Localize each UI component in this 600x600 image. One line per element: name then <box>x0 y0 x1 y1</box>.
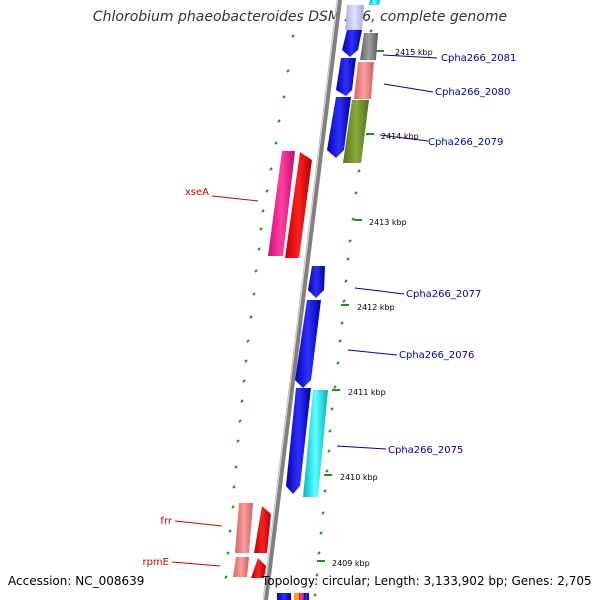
gene-label-frr[interactable]: frr <box>160 516 172 527</box>
topology-text: Topology: circular; Length: 3,133,902 bp… <box>262 574 592 588</box>
gene-arrow-xseA-pink[interactable] <box>268 151 295 256</box>
gene-label-xseA[interactable]: xseA <box>185 187 209 198</box>
map-title: Chlorobium phaeobacteroides DSM 266, com… <box>92 9 508 25</box>
gene-arrow-2075-cyan[interactable] <box>303 390 328 497</box>
gene-arrow-2081-lavender[interactable] <box>345 5 364 30</box>
kbp-major-ticks <box>317 50 384 562</box>
gene-block-bottom-orange <box>294 593 299 600</box>
gene-label-cpha266-2076[interactable]: Cpha266_2076 <box>399 350 474 361</box>
gene-arrow-2081-gray[interactable] <box>360 33 378 60</box>
kbp-label-2409: 2409 kbp <box>332 559 370 568</box>
gene-label-cpha266-2081[interactable]: Cpha266_2081 <box>441 53 516 64</box>
genome-backbone <box>264 0 342 600</box>
gene-label-cpha266-2077[interactable]: Cpha266_2077 <box>406 289 481 300</box>
gene-block-bottom-blue <box>277 593 291 600</box>
gene-label-cpha266-2075[interactable]: Cpha266_2075 <box>388 445 463 456</box>
gene-arrow-2075-blue[interactable] <box>286 388 311 494</box>
label-leader-lines <box>171 54 438 567</box>
kbp-label-2413: 2413 kbp <box>369 218 407 227</box>
gene-arrow-xseA-red[interactable] <box>285 152 312 258</box>
gene-arrow-rpmE-salmon[interactable] <box>233 557 249 577</box>
kbp-label-2410: 2410 kbp <box>340 473 378 482</box>
gene-arrow-2080-blue[interactable] <box>336 58 356 96</box>
gene-arrow-2076-blue[interactable] <box>295 300 321 388</box>
outer-tick-ring-left <box>224 34 295 579</box>
kbp-label-2411: 2411 kbp <box>348 388 386 397</box>
kbp-label-2412: 2412 kbp <box>357 303 395 312</box>
gene-arrow-2081-cyan[interactable] <box>369 0 380 5</box>
gene-label-cpha266-2080[interactable]: Cpha266_2080 <box>435 87 510 98</box>
kbp-label-2415: 2415 kbp <box>395 48 433 57</box>
gene-arrow-2080-salmon[interactable] <box>354 62 374 99</box>
genome-backbone-shadow <box>262 0 338 600</box>
kbp-label-2414: 2414 kbp <box>381 132 419 141</box>
gene-block-bottom-mag <box>299 593 304 600</box>
gene-block-bottom-blue2 <box>304 593 309 600</box>
gene-label-rpmE[interactable]: rpmE <box>142 557 169 568</box>
gene-arrow-2077-blue[interactable] <box>308 266 325 298</box>
gene-arrow-2079-blue[interactable] <box>327 97 351 158</box>
gene-arrow-2079-olive[interactable] <box>343 100 369 163</box>
gene-arrow-rpmE-red[interactable] <box>251 558 266 578</box>
gene-label-cpha266-2079[interactable]: Cpha266_2079 <box>428 137 503 148</box>
accession-text: Accession: NC_008639 <box>8 574 145 588</box>
gene-arrow-2081-blue[interactable] <box>342 30 362 57</box>
gene-arrow-frr-salmon[interactable] <box>235 503 253 553</box>
gene-arrow-frr-red[interactable] <box>254 506 271 553</box>
